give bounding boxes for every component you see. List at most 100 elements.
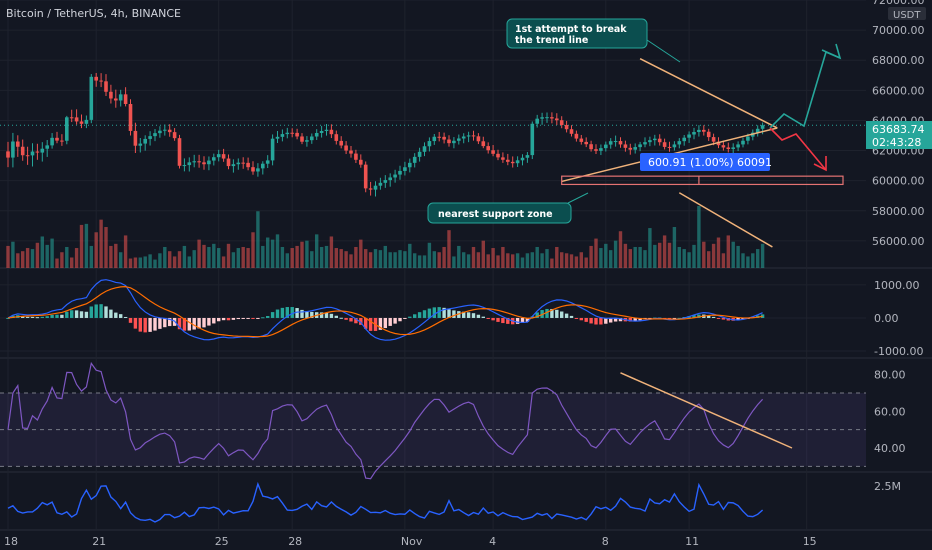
macd-histogram-bar [251, 317, 255, 319]
macd-histogram-bar [432, 307, 436, 318]
macd-histogram-bar [324, 312, 329, 318]
candle-body [628, 147, 633, 150]
support-zone [561, 175, 844, 186]
macd-histogram-bar [50, 314, 54, 318]
volume-bar [515, 253, 520, 268]
candle-body [45, 145, 49, 149]
macd-histogram-bar [35, 317, 40, 319]
price-tick-label: 56000.00 [872, 235, 925, 248]
candle-body [256, 168, 260, 172]
candle-body [388, 177, 392, 181]
candle-body [559, 120, 564, 126]
candle-body [69, 117, 74, 119]
macd-histogram-bar [613, 317, 618, 322]
macd-histogram-bar [452, 310, 456, 318]
candle-body [109, 91, 113, 99]
candle-body [408, 162, 412, 168]
candle-body [74, 117, 79, 122]
candle-body [731, 147, 735, 149]
candle-body [510, 161, 515, 164]
candle-body [412, 156, 417, 163]
volume-bar [241, 246, 245, 268]
time-tick-label: 8 [602, 535, 609, 548]
macd-histogram-bar [280, 307, 285, 318]
macd-histogram-bar [55, 314, 59, 318]
volume-bar [721, 253, 726, 268]
candle-body [305, 140, 309, 142]
volume-bar [746, 256, 750, 268]
macd-histogram-bar [344, 317, 348, 320]
volume-bar [187, 256, 191, 268]
macd-histogram-bar [290, 307, 294, 318]
macd-histogram-bar [94, 304, 98, 318]
macd-histogram-bar [99, 304, 103, 318]
candle-body [310, 136, 314, 141]
volume-bar [197, 239, 201, 268]
candle-body [167, 129, 172, 133]
volume-bar [114, 243, 118, 268]
volume-bar [300, 241, 304, 268]
candle-body [672, 144, 677, 148]
support-callout-line [567, 192, 589, 204]
candle-body [261, 163, 265, 169]
candle-body [682, 137, 686, 142]
macd-histogram-bar [319, 312, 324, 318]
candle-body [584, 141, 588, 145]
candle-body [241, 162, 245, 164]
macd-histogram-bar [45, 316, 49, 318]
volume-bar [471, 246, 476, 268]
macd-histogram-bar [25, 316, 30, 318]
candle-body [373, 185, 378, 190]
candle-body [197, 161, 201, 163]
candle-body [476, 136, 481, 142]
last-price-badge [866, 121, 932, 149]
volume-bar [89, 245, 93, 268]
macd-histogram-bar [672, 317, 677, 319]
macd-histogram-bar [310, 311, 314, 318]
volume-bar [707, 251, 711, 268]
volume-bar [447, 230, 451, 268]
time-tick-label: 15 [803, 535, 817, 548]
macd-histogram-bar [148, 317, 152, 332]
volume-bar [476, 252, 481, 268]
volume-bar [658, 242, 662, 268]
measure-label: 600.91 (1.00%) 60091 [648, 156, 772, 169]
macd-histogram-bar [457, 311, 461, 318]
macd-histogram-bar [481, 316, 485, 318]
candle-body [177, 138, 182, 166]
candle-body [535, 118, 539, 124]
volume-trendline [678, 192, 773, 248]
volume-bar [11, 241, 15, 268]
volume-bar [731, 241, 735, 268]
volume-bar [422, 255, 427, 268]
candle-body [363, 164, 368, 189]
candle-body [207, 160, 211, 165]
macd-histogram-bar [491, 317, 495, 321]
bearish-arrowhead [813, 156, 827, 172]
axes: 72000.0070000.0068000.0066000.0064000.00… [4, 0, 925, 548]
volume-bar [609, 250, 613, 268]
candle-body [623, 144, 628, 148]
volume-bar [285, 253, 289, 268]
volume-bar [138, 257, 142, 268]
macd-histogram-bar [525, 317, 530, 322]
volume-bar [413, 253, 417, 268]
volume-bar [50, 238, 54, 268]
macd-histogram-bar [123, 316, 128, 318]
candle-body [138, 143, 143, 146]
note-trendline-line1: 1st attempt to break [515, 24, 627, 35]
candle-body [128, 104, 133, 131]
macd-histogram-bar [408, 316, 412, 318]
macd-tick-label: 0.00 [874, 312, 899, 325]
volume-bar [662, 235, 667, 268]
volume-bar [65, 246, 69, 268]
currency-badge[interactable] [888, 7, 926, 20]
macd-histogram-bar [388, 317, 392, 326]
candle-body [40, 148, 45, 153]
candle-body [594, 149, 598, 151]
candle-body [427, 141, 432, 147]
macd-histogram-bar [574, 317, 579, 319]
macd-histogram-bar [236, 317, 240, 320]
macd-histogram-bar [70, 310, 74, 318]
